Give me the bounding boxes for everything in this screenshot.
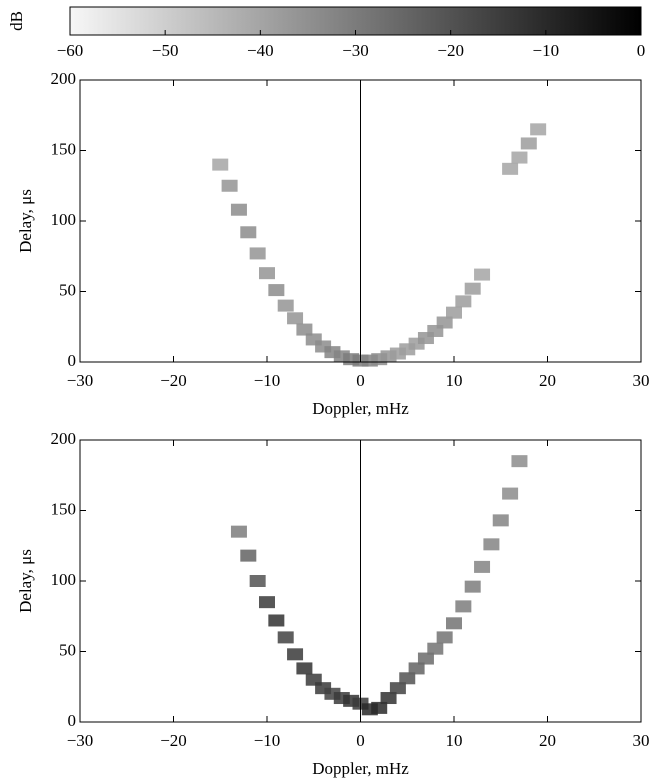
spectral-cell <box>212 158 229 171</box>
y-tick-label: 0 <box>68 351 77 370</box>
spectral-cell <box>436 316 453 329</box>
x-tick-label: −20 <box>160 731 187 750</box>
spectral-cell <box>408 662 425 675</box>
colorbar-tick-label: −30 <box>342 41 369 60</box>
y-tick-label: 200 <box>51 69 77 88</box>
spectral-cell <box>436 631 453 644</box>
spectral-cell <box>277 631 294 644</box>
spectral-cell <box>230 203 247 216</box>
spectral-cell <box>230 525 247 538</box>
spectral-cell <box>511 455 528 468</box>
spectral-cell <box>502 487 519 500</box>
spectral-cell <box>502 162 519 175</box>
spectral-cell <box>455 295 472 308</box>
colorbar-tick-label: −10 <box>533 41 560 60</box>
colorbar-tick-label: 0 <box>637 41 646 60</box>
spectral-cell <box>240 226 257 239</box>
spectral-cell <box>520 137 537 150</box>
colorbar-tick-label: −40 <box>247 41 274 60</box>
spectral-cell <box>464 282 481 295</box>
x-axis-label: Doppler, mHz <box>312 399 409 418</box>
spectral-cell <box>530 123 547 136</box>
spectral-cell <box>474 268 491 281</box>
x-axis-label: Doppler, mHz <box>312 759 409 778</box>
y-tick-label: 150 <box>51 499 77 518</box>
x-tick-label: 10 <box>446 731 463 750</box>
x-tick-label: 20 <box>539 731 556 750</box>
spectral-cell <box>259 596 275 609</box>
x-tick-label: 0 <box>356 731 365 750</box>
x-tick-label: −30 <box>67 371 94 390</box>
spectral-cell <box>249 247 266 260</box>
y-tick-label: 50 <box>59 640 76 659</box>
colorbar-tick-label: −50 <box>152 41 179 60</box>
spectral-cell <box>483 538 500 551</box>
y-tick-label: 0 <box>68 711 77 730</box>
y-axis-label: Delay, μs <box>16 549 35 613</box>
spectral-cell <box>474 560 491 573</box>
x-tick-label: −30 <box>67 731 94 750</box>
x-tick-label: 0 <box>356 371 365 390</box>
y-tick-label: 100 <box>51 570 77 589</box>
y-tick-label: 150 <box>51 139 77 158</box>
x-tick-label: −10 <box>254 371 281 390</box>
spectral-cell <box>492 514 509 527</box>
spectral-cell <box>446 617 462 630</box>
spectral-cell <box>249 575 266 587</box>
spectral-cell <box>417 652 434 665</box>
spectral-cell <box>268 614 285 627</box>
x-tick-label: 30 <box>633 731 650 750</box>
spectral-cell <box>287 312 304 325</box>
spectral-cell <box>259 267 275 280</box>
spectral-cell <box>277 299 294 312</box>
spectral-cell <box>296 662 313 675</box>
spectral-cell <box>511 151 528 164</box>
spectral-cell <box>287 648 304 661</box>
x-tick-label: 10 <box>446 371 463 390</box>
spectral-cell <box>446 306 462 319</box>
spectral-cell <box>221 179 238 192</box>
spectral-cell <box>464 580 481 593</box>
spectral-cell <box>389 682 406 695</box>
spectral-cell <box>455 600 472 613</box>
x-tick-label: 30 <box>633 371 650 390</box>
y-tick-label: 100 <box>51 210 77 229</box>
spectral-cell <box>380 692 397 705</box>
colorbar-tick-label: −60 <box>57 41 84 60</box>
y-tick-label: 200 <box>51 429 77 448</box>
spectral-cell <box>371 701 388 714</box>
x-tick-label: −10 <box>254 731 281 750</box>
spectral-cell <box>296 323 313 336</box>
colorbar-tick-label: −20 <box>437 41 464 60</box>
colorbar-label: dB <box>7 11 26 31</box>
y-axis-label: Delay, μs <box>16 189 35 253</box>
spectral-cell <box>427 642 444 655</box>
spectral-cell <box>268 284 285 297</box>
x-tick-label: 20 <box>539 371 556 390</box>
spectral-cell <box>240 549 257 562</box>
y-tick-label: 50 <box>59 280 76 299</box>
x-tick-label: −20 <box>160 371 187 390</box>
spectral-cell <box>399 672 416 685</box>
